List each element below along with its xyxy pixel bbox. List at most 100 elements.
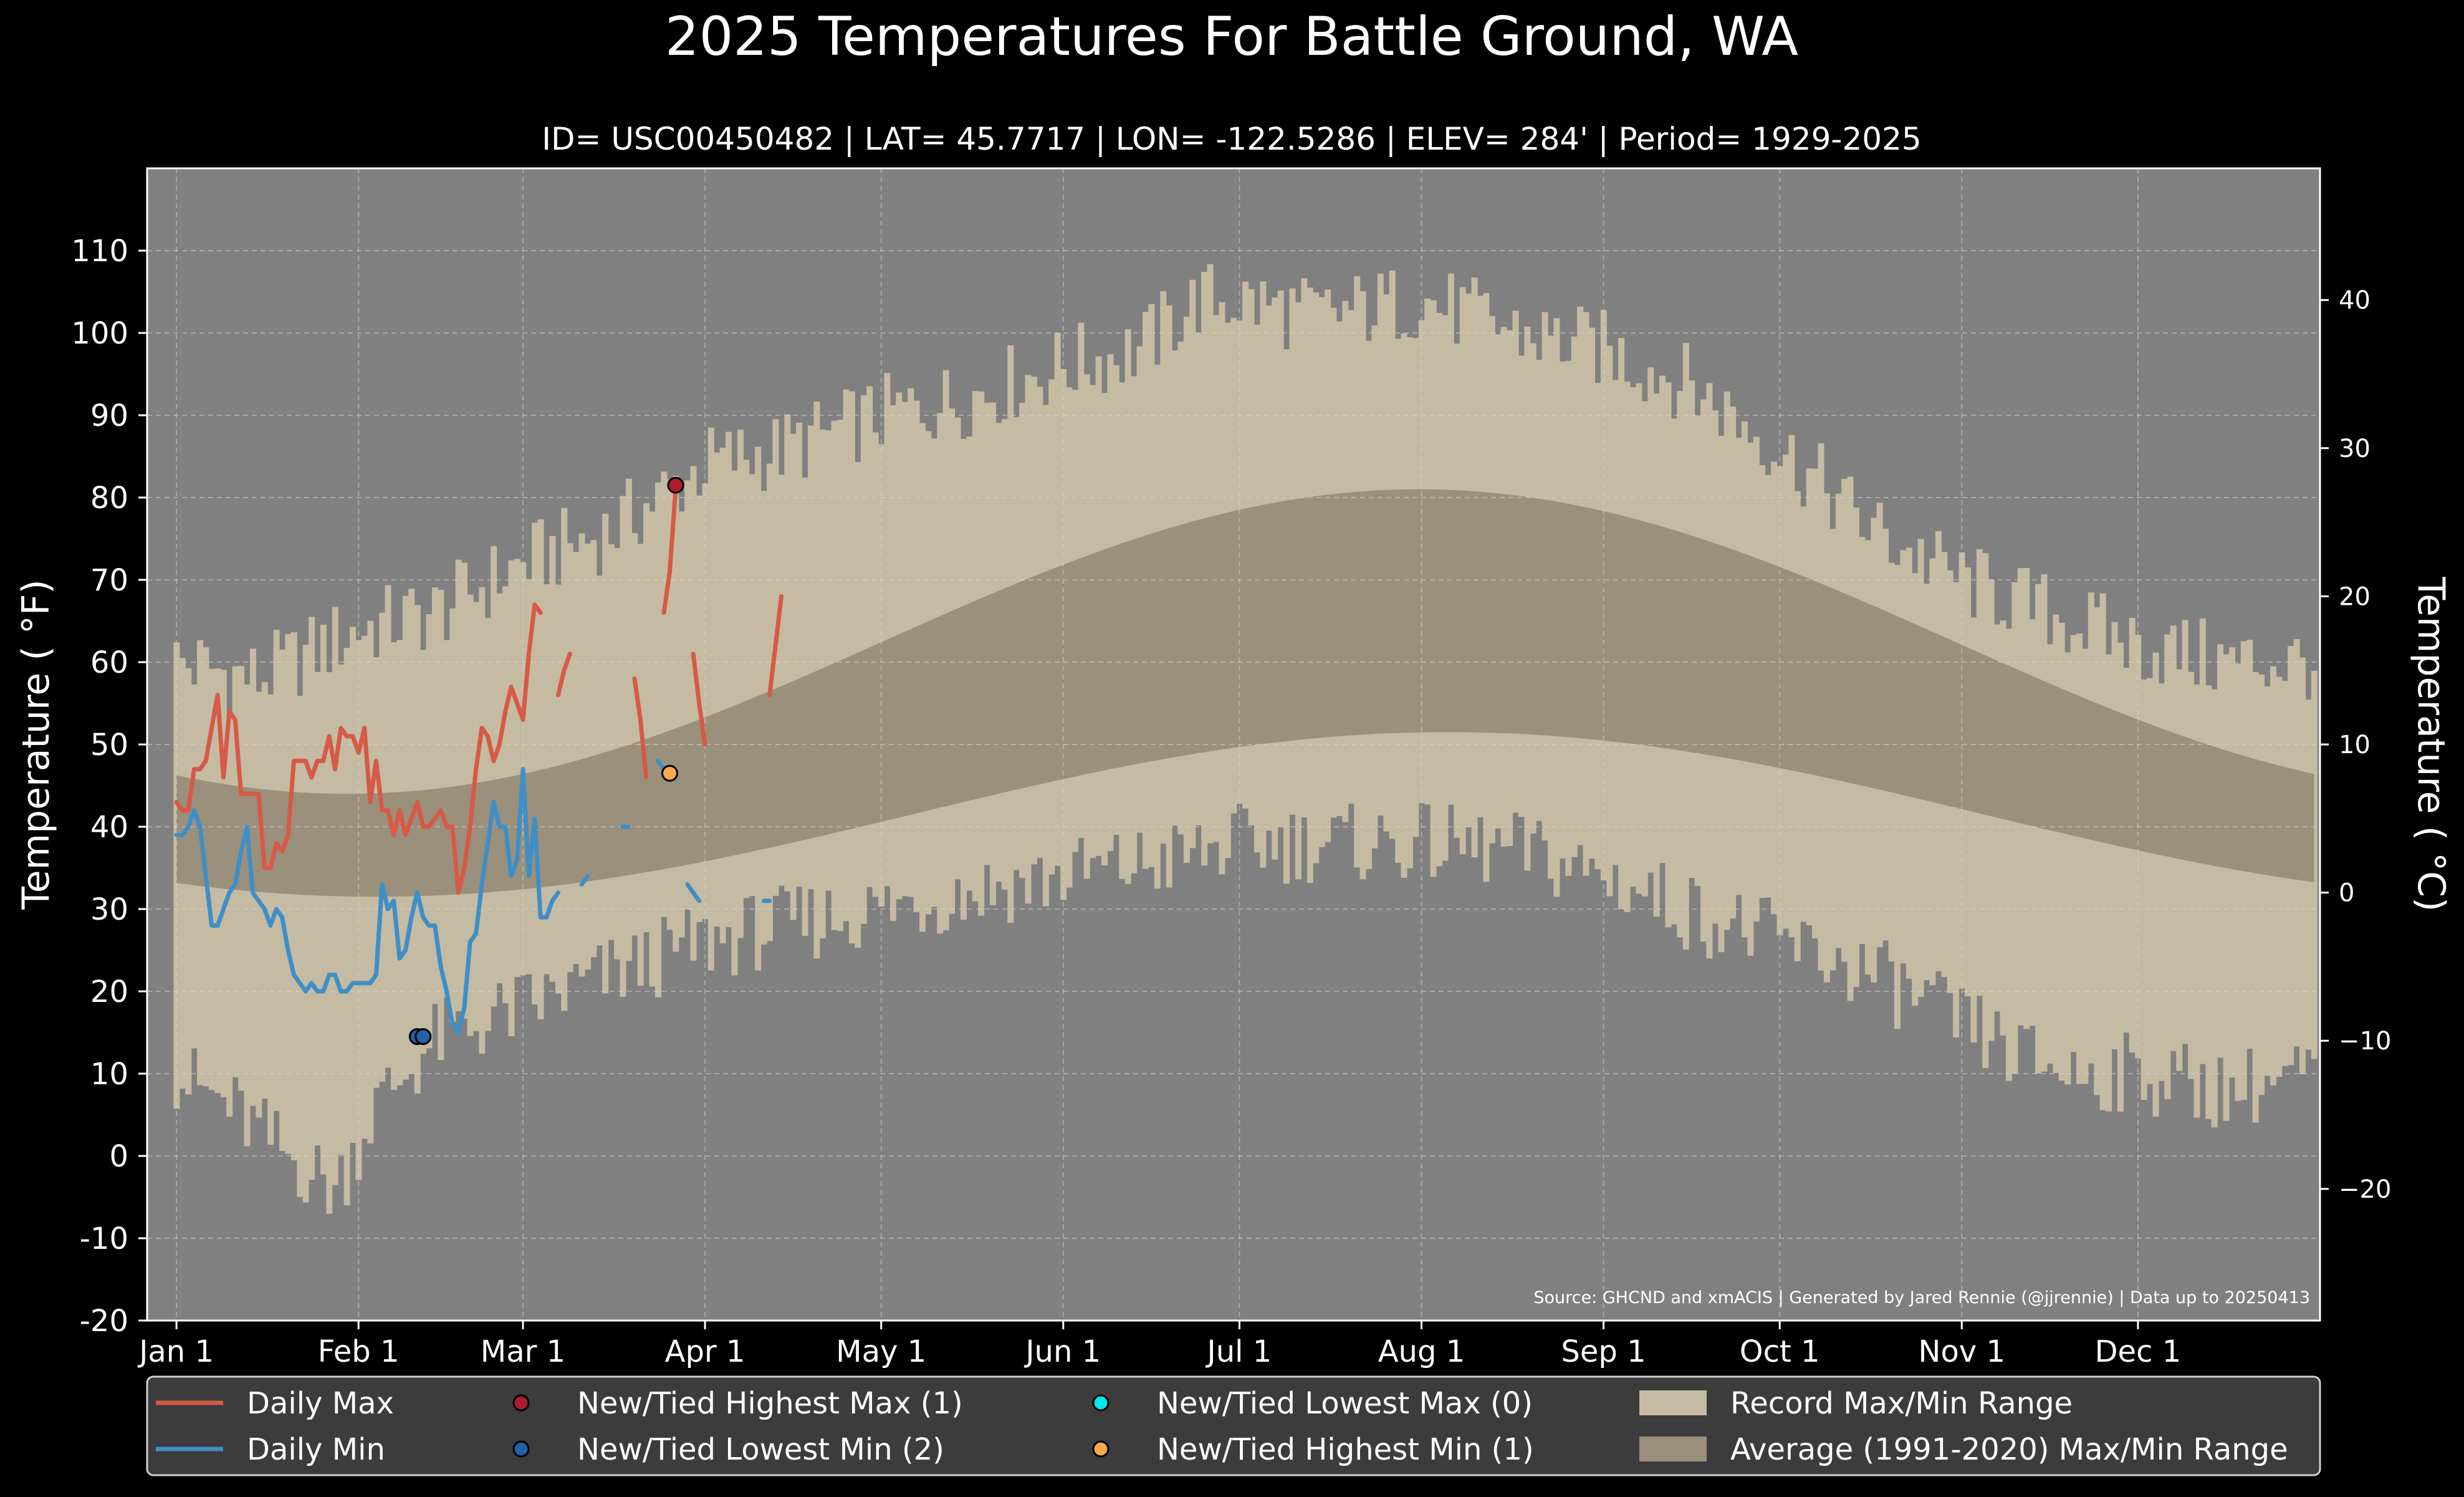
x-tick-label: Oct 1 [1740, 1334, 1820, 1369]
record-range-bar [2000, 620, 2006, 1036]
record-range-bar [279, 650, 286, 1151]
legend-label: Daily Min [247, 1432, 385, 1467]
x-tick-label: Jun 1 [1023, 1334, 1101, 1369]
record-range-bar [843, 389, 850, 922]
x-tick-label: Feb 1 [318, 1334, 400, 1369]
legend-label: Record Max/Min Range [1730, 1386, 2073, 1421]
record-range-bar [714, 452, 721, 927]
legend-label: New/Tied Highest Min (1) [1157, 1432, 1534, 1467]
record-range-bar [749, 474, 755, 897]
record-range-bar [2258, 674, 2265, 1095]
legend-label: New/Tied Lowest Max (0) [1157, 1386, 1533, 1421]
record-range-bar [1894, 564, 1901, 1029]
record-range-bar [2235, 663, 2241, 1101]
record-range-bar [2123, 668, 2130, 1033]
record-range-bar [719, 448, 726, 943]
record-range-bar [866, 386, 873, 887]
record-range-bar [567, 543, 573, 973]
daily-min-line [579, 874, 590, 887]
record-range-bar [631, 532, 638, 936]
record-range-bar [320, 625, 327, 1175]
record-range-bar [608, 544, 615, 940]
record-range-bar [2070, 635, 2077, 1052]
record-range-bar [702, 483, 709, 919]
legend-swatch [1639, 1390, 1707, 1415]
record-range-bar [343, 648, 350, 1206]
record-range-bar [2064, 652, 2071, 1085]
record-range-bar [2158, 683, 2165, 1081]
record-range-bar [2053, 614, 2059, 1073]
x-tick-label: Aug 1 [1378, 1334, 1465, 1369]
record-range-bar [2011, 582, 2018, 1074]
record-range-bar [2147, 678, 2154, 1084]
record-range-bar [2223, 654, 2230, 1121]
y-tick-label: -20 [80, 1304, 128, 1339]
daily-max-line [174, 602, 543, 895]
y-tick-label: 100 [71, 316, 128, 351]
record-range-bar [796, 422, 803, 887]
record-range-bar [2140, 679, 2147, 1100]
legend-daily-max: Daily Max [156, 1386, 394, 1421]
record-range-bar [2046, 644, 2053, 1064]
y-tick-label: 90 [90, 398, 128, 433]
record-range-bar [491, 546, 497, 1007]
record-range-bar [455, 559, 462, 1011]
y-tick-label: 20 [90, 975, 128, 1009]
record-range-bar [309, 617, 315, 1180]
record-range-bar [2094, 607, 2101, 1095]
daily-max-line [556, 652, 572, 698]
record-range-bar [590, 540, 597, 958]
x-tick-label: May 1 [836, 1334, 926, 1369]
source-annotation: Source: GHCND and xmACIS | Generated by … [1533, 1288, 2310, 1307]
record-range-bar [1970, 617, 1977, 1042]
record-range-bar [2311, 670, 2318, 1059]
record-range-bar [244, 684, 251, 1147]
record-range-bar [884, 373, 891, 887]
record-range-bar [690, 466, 697, 961]
y-right-tick-label: 10 [2339, 731, 2371, 759]
record-range-bar [290, 632, 297, 1160]
y-axis-left: -20 -10 0 10 20 30 40 50 60 70 80 90 100 110 [71, 234, 147, 1339]
record-range-bar [549, 536, 556, 982]
legend-label: Daily Max [247, 1386, 394, 1421]
record-range-bar [707, 427, 714, 971]
legend-new-highest-min: New/Tied Highest Min (1) [1092, 1432, 1534, 1467]
y-tick-label: 60 [90, 645, 128, 680]
record-range-bar [2164, 634, 2171, 1100]
y-tick-label: 40 [90, 810, 128, 845]
record-range-bar [743, 460, 750, 898]
legend-swatch [512, 1440, 530, 1458]
record-range-bar [2117, 642, 2124, 1112]
y-right-tick-label: 30 [2339, 435, 2371, 463]
y-right-tick-label: 0 [2339, 879, 2354, 908]
legend-new-lowest-max: New/Tied Lowest Max (0) [1092, 1386, 1533, 1421]
y-right-tick-label: 40 [2339, 286, 2371, 315]
record-range-bar [297, 696, 304, 1197]
record-range-bar [825, 430, 832, 891]
record-range-bar [737, 430, 744, 938]
x-tick-label: Nov 1 [1919, 1334, 2005, 1369]
new-highest-max-marker [667, 476, 684, 494]
y-right-tick-label: −20 [2339, 1175, 2391, 1204]
legend-label: New/Tied Lowest Min (2) [577, 1432, 944, 1467]
record-range-bar [1994, 624, 2001, 1012]
chart-subtitle: ID= USC00450482 | LAT= 45.7717 | LON= -1… [542, 121, 1921, 157]
record-range-bar [314, 671, 321, 1146]
y-tick-label: 70 [90, 563, 128, 598]
record-range-bar [2188, 671, 2195, 1079]
record-range-bar [532, 522, 539, 1005]
record-range-bar [514, 559, 520, 977]
record-range-bar [790, 433, 797, 920]
record-range-bar [778, 474, 785, 886]
daily-min-line [685, 882, 702, 903]
record-range-bar [537, 519, 544, 1019]
record-range-bar [661, 471, 668, 917]
average-range-area [176, 489, 2314, 897]
legend-new-lowest-min: New/Tied Lowest Min (2) [512, 1432, 944, 1467]
x-tick-label: Apr 1 [665, 1334, 745, 1369]
record-range-bar [573, 552, 580, 965]
legend: Daily Max New/Tied Highest Max (1) New/Tie… [146, 1375, 2321, 1476]
x-axis: Jan 1 Feb 1 Mar 1 Apr 1 May 1 Jun 1 Jul 1 Aug 1… [137, 1321, 2181, 1369]
record-range-bar [226, 712, 233, 1117]
record-range-bar [2152, 652, 2159, 1117]
